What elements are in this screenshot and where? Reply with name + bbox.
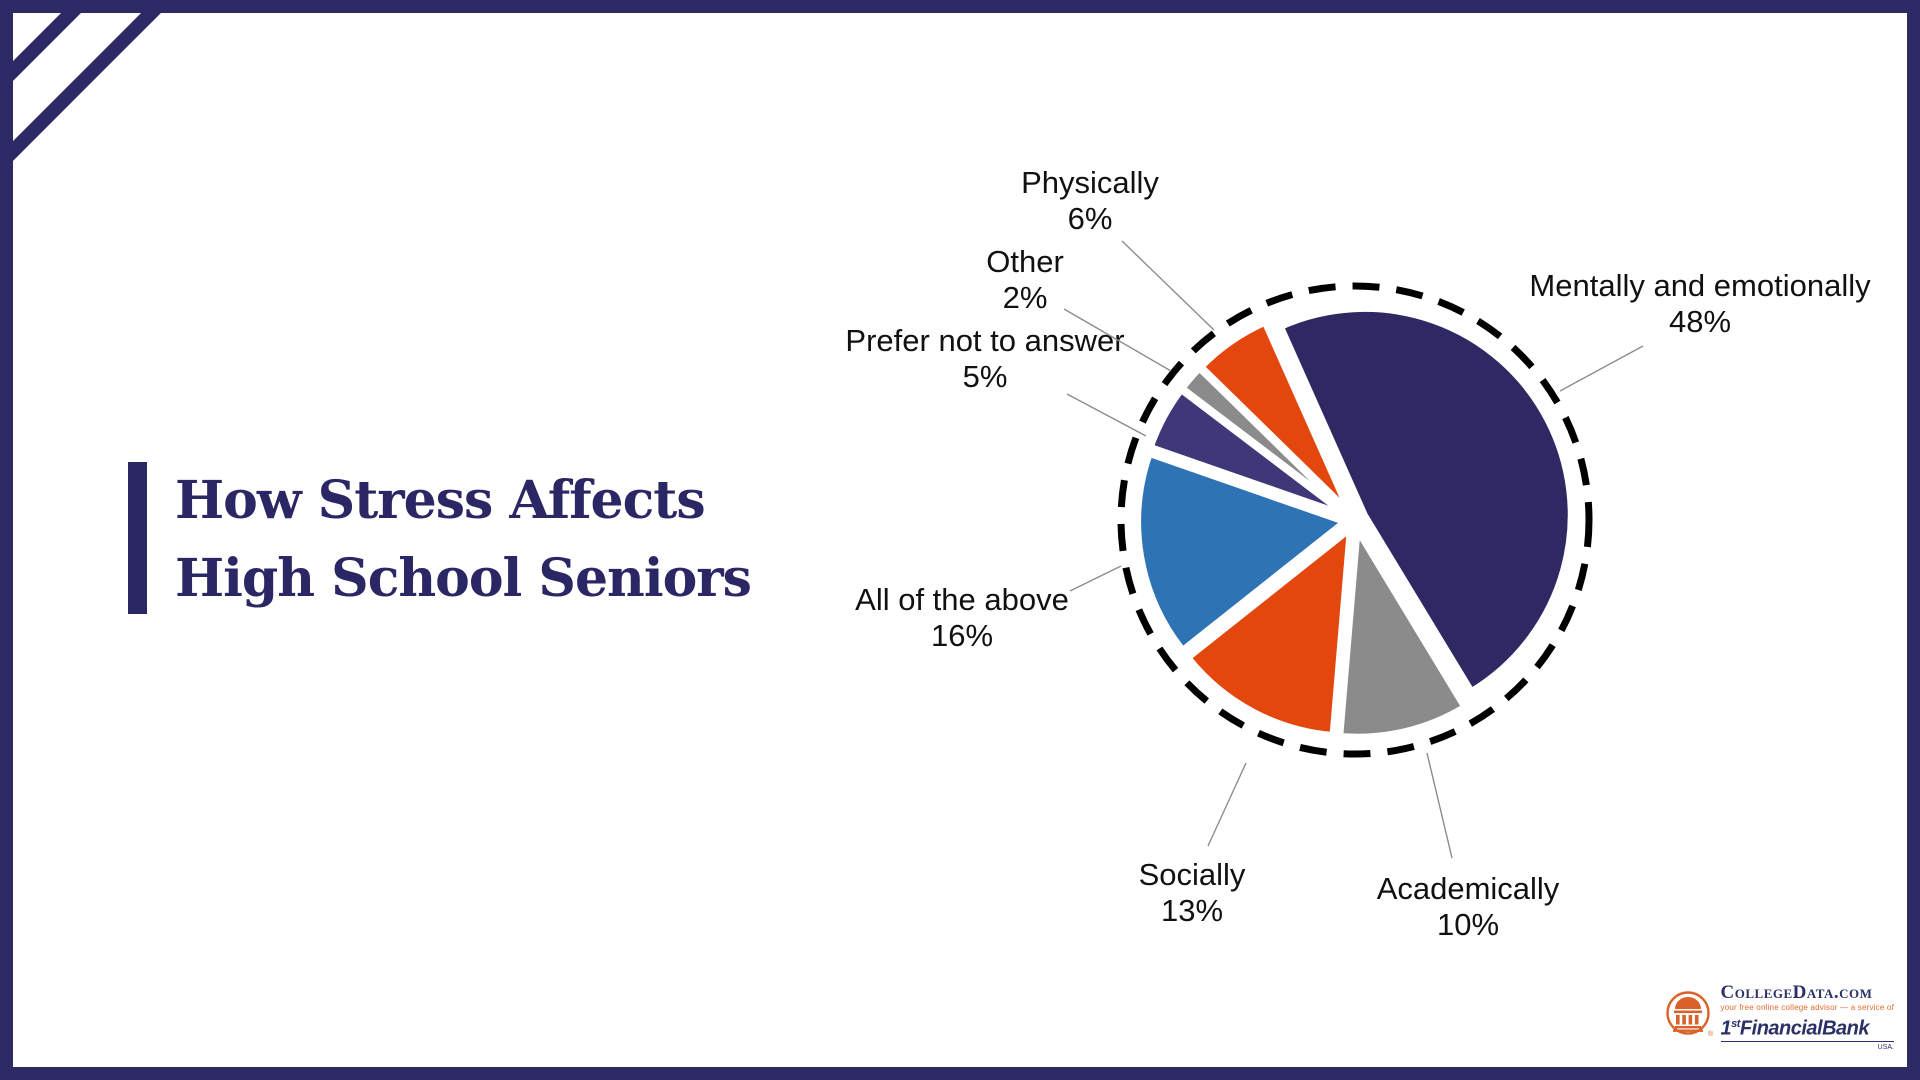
pie-slice-academically <box>1337 527 1468 740</box>
leader-line-physically <box>1121 240 1215 331</box>
logo-usa-text: USA. <box>1877 1044 1894 1051</box>
corner-accent-stripes <box>1 1 163 163</box>
bank-building-icon: ® <box>1665 989 1714 1046</box>
pie-value-all-of-the-above: 16% <box>931 618 993 653</box>
collegedata-logo: ® CollegeData.com your free online colle… <box>1665 983 1894 1052</box>
pie-label-physically: Physically <box>1021 165 1159 200</box>
title-accent-bar <box>128 462 147 614</box>
pie-label-socially: Socially <box>1139 857 1246 892</box>
page-title-line2: High School Seniors <box>175 548 752 609</box>
pie-slice-socially <box>1185 526 1353 738</box>
corner-stripe-outer <box>1 1 163 163</box>
pie-slice-physically <box>1198 319 1352 514</box>
pie-value-mentally-and-emotionally: 48% <box>1669 304 1731 339</box>
leader-line-all-of-the-above <box>1069 565 1122 592</box>
pie-value-socially: 13% <box>1161 893 1223 928</box>
pie-label-all-of-the-above: All of the above <box>855 582 1069 617</box>
leader-line-socially <box>1207 762 1247 847</box>
title-block: How Stress Affects High School Seniors <box>128 462 752 618</box>
pie-dashed-ring <box>1117 282 1593 758</box>
pie-value-academically: 10% <box>1437 907 1499 942</box>
logo-tagline-text: your free online college advisor — a ser… <box>1720 1003 1894 1013</box>
page-title: How Stress Affects High School Seniors <box>175 462 752 618</box>
svg-text:®: ® <box>1708 1030 1713 1038</box>
pie-slice-all-of-the-above <box>1135 451 1348 653</box>
logo-bank-name: FinancialBank <box>1739 1018 1870 1040</box>
pie-value-physically: 6% <box>1068 201 1113 236</box>
logo-bank-prefix: 1 <box>1720 1018 1732 1040</box>
logo-bank-sup: st <box>1731 1018 1740 1031</box>
leader-line-academically <box>1426 752 1453 859</box>
pie-value-other: 2% <box>1003 280 1048 315</box>
logo-brand-text: CollegeData.com <box>1720 982 1873 1004</box>
logo-text-block: CollegeData.com your free online college… <box>1720 982 1894 1052</box>
leader-line-other <box>1063 308 1172 372</box>
leader-line-mentally-and-emotionally <box>1559 345 1644 392</box>
logo-bank-text: 1stFinancialBank <box>1720 1013 1894 1042</box>
page-title-line1: How Stress Affects <box>175 470 706 531</box>
pie-value-prefer-not-to-answer: 5% <box>963 359 1008 394</box>
leader-line-prefer-not-to-answer <box>1066 393 1147 437</box>
pie-label-other: Other <box>986 244 1064 279</box>
pie-slice-mentally-and-emotionally <box>1277 305 1574 695</box>
pie-label-mentally-and-emotionally: Mentally and emotionally <box>1529 268 1871 303</box>
pie-label-prefer-not-to-answer: Prefer not to answer <box>845 323 1124 358</box>
corner-stripe-inner <box>1 1 83 83</box>
pie-label-academically: Academically <box>1377 871 1560 906</box>
